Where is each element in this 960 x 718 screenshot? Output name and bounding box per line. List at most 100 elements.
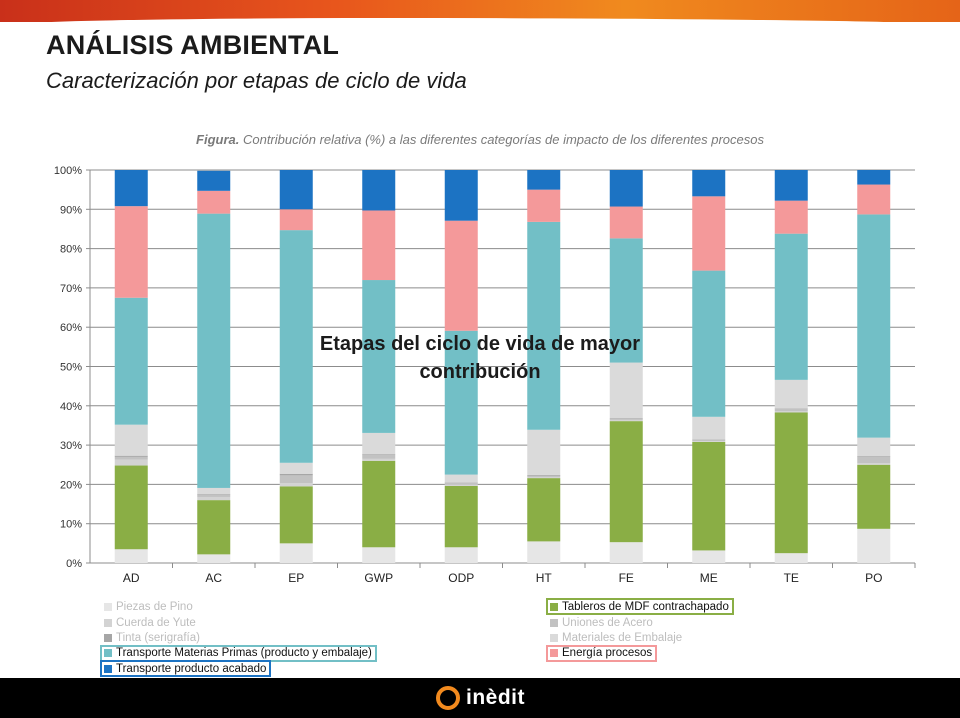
stacked-bar-chart: 0% 10% 20% 30% 40% 50% 60% 70% 80% 90% 100% AD AC EP G… [54, 165, 916, 585]
bar-segment [279, 483, 313, 487]
bar-segment [444, 330, 478, 475]
bar-segment [197, 554, 231, 563]
bar-segment [774, 170, 808, 201]
bar-segment [197, 170, 231, 191]
bar-segment [279, 475, 313, 484]
bar-segment [857, 528, 891, 563]
bar-segment [279, 486, 313, 544]
bar-segment [114, 424, 148, 456]
bar-segment [692, 170, 726, 197]
bar-segment [609, 419, 643, 422]
bar-segment [444, 485, 478, 548]
legend-item: Tinta (serigrafía) [102, 631, 203, 645]
y-tick-label: 40% [60, 401, 82, 413]
bar-segment [197, 213, 231, 488]
legend-swatch [104, 649, 112, 657]
y-tick-label: 10% [60, 519, 82, 531]
bar-segment [527, 475, 561, 478]
bar-segment [692, 439, 726, 442]
y-tick-label: 20% [60, 479, 82, 491]
bar-segment [857, 464, 891, 529]
bar-segment [197, 487, 231, 495]
bar-segment [692, 270, 726, 417]
bar-segment [609, 362, 643, 418]
bar-segment [857, 437, 891, 457]
bar-segment [279, 170, 313, 210]
bar-segment [527, 429, 561, 475]
legend-label: Transporte Materias Primas (producto y e… [116, 647, 372, 659]
figure-caption-text: Contribución relativa (%) a las diferent… [239, 132, 764, 147]
legend-label: Energía procesos [562, 647, 653, 659]
chart-legend: Piezas de Pino Tableros de MDF contrachap… [100, 598, 782, 680]
legend-item: Transporte Materias Primas (producto y e… [100, 644, 377, 662]
legend-item: Cuerda de Yute [102, 616, 199, 630]
bar-segment [444, 474, 478, 483]
bar-segment [774, 412, 808, 554]
bar-segment [527, 477, 561, 479]
bar-segment [362, 432, 396, 455]
legend-item: Transporte producto acabado [100, 660, 272, 677]
y-tick-label: 60% [60, 322, 82, 334]
figure-caption: Figura. Contribución relativa (%) a las … [0, 132, 960, 147]
bar-segment [774, 408, 808, 412]
legend-label: Piezas de Pino [116, 601, 193, 613]
legend-swatch [104, 603, 112, 611]
bar-segment [444, 484, 478, 486]
bar-segment [444, 170, 478, 221]
y-tick-label: 30% [60, 440, 82, 452]
bar-segment [362, 280, 396, 433]
bar-segment [774, 233, 808, 380]
bar-segment [774, 379, 808, 409]
bar-segment [692, 416, 726, 440]
bar-segment [114, 549, 148, 563]
legend-item: Piezas de Pino [102, 600, 196, 614]
y-tick-label: 100% [54, 165, 82, 177]
bar-segment [279, 543, 313, 563]
bar-segment [279, 209, 313, 231]
x-tick-label: FE [619, 571, 634, 585]
top-decorative-bar [0, 0, 960, 26]
annotation-line-2: contribución [419, 361, 541, 383]
bar-segment [444, 220, 478, 331]
highlight-annotation: Etapas del ciclo de vida de mayor contri… [230, 330, 730, 386]
bar-segment [774, 411, 808, 413]
bar-segment [692, 196, 726, 271]
bar-segment [279, 473, 313, 476]
bar-segment [857, 214, 891, 438]
bar-segment [609, 418, 643, 420]
bar-segment [692, 550, 726, 563]
x-tick-label: PO [865, 571, 882, 585]
bar-segment [857, 184, 891, 215]
legend-item: Tableros de MDF contrachapado [546, 598, 734, 615]
x-tick-label: GWP [364, 571, 393, 585]
x-tick-label: AC [205, 571, 222, 585]
legend-swatch [550, 602, 558, 611]
bar-segment [362, 210, 396, 281]
legend-item: Uniones de Acero [548, 616, 656, 630]
bar-segment [114, 465, 148, 550]
y-tick-label: 80% [60, 244, 82, 256]
footer-bar [0, 678, 960, 718]
bar-segment [527, 221, 561, 430]
bar-segment [362, 454, 396, 459]
bar-segment [609, 206, 643, 239]
y-tick-label: 0% [66, 558, 82, 570]
bar-segment [444, 547, 478, 563]
figure-caption-label: Figura. [196, 132, 240, 147]
page-title: ANÁLISIS AMBIENTAL [46, 30, 340, 60]
x-tick-label: ME [700, 571, 718, 585]
y-tick-label: 70% [60, 283, 82, 295]
bar-segment [857, 463, 891, 465]
legend-swatch [104, 634, 112, 642]
bar-segment [362, 547, 396, 563]
bar-segment [114, 455, 148, 457]
bar-segment [279, 462, 313, 474]
bar-segment [857, 170, 891, 185]
legend-label: Tinta (serigrafía) [116, 632, 200, 644]
logo-text: inèdit [466, 686, 525, 709]
legend-swatch [550, 634, 558, 642]
bar-segment [114, 459, 148, 466]
legend-label: Cuerda de Yute [116, 616, 196, 629]
bar-segment [197, 500, 231, 555]
y-tick-label: 50% [60, 362, 82, 374]
